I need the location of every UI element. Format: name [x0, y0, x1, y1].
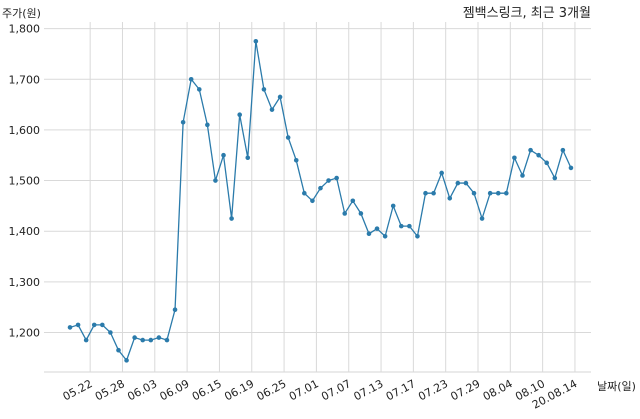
data-point — [293, 157, 299, 163]
x-tick-label: 06.19 — [222, 377, 256, 403]
data-point — [229, 216, 234, 221]
data-point — [213, 178, 218, 183]
data-point — [479, 216, 485, 221]
data-point — [366, 231, 372, 237]
data-point — [423, 190, 428, 196]
y-tick-label: 1,700 — [9, 73, 41, 86]
y-tick-label: 1,200 — [9, 327, 41, 340]
data-point — [350, 198, 356, 204]
x-tick-label: 07.13 — [352, 377, 386, 403]
data-point — [269, 107, 275, 112]
data-point — [245, 155, 251, 161]
data-point — [116, 347, 121, 353]
x-tick-label: 08.04 — [481, 377, 515, 403]
data-point — [487, 190, 493, 196]
x-tick-label: 07.17 — [384, 377, 418, 403]
data-point — [552, 175, 558, 181]
data-point — [205, 122, 210, 128]
data-point — [277, 94, 283, 100]
data-point — [132, 335, 137, 340]
chart-title: 젬백스링크, 최근 3개월 — [463, 6, 591, 21]
x-tick-label: 07.23 — [416, 377, 450, 403]
data-point — [536, 152, 541, 158]
data-point — [75, 322, 81, 328]
data-point — [140, 337, 146, 343]
data-point — [180, 120, 186, 125]
data-point — [560, 147, 566, 153]
data-point — [334, 175, 339, 181]
data-point — [431, 190, 436, 196]
y-tick-label: 1,600 — [9, 124, 41, 137]
data-point — [100, 322, 105, 328]
data-point — [463, 180, 469, 186]
y-tick-label: 1,300 — [9, 276, 41, 289]
data-point — [318, 185, 323, 191]
data-point — [302, 190, 307, 196]
data-point — [221, 152, 226, 158]
data-point — [415, 233, 420, 239]
data-point — [172, 307, 178, 313]
grid-lines — [44, 22, 591, 373]
y-axis-label: 주가(원) — [2, 7, 41, 20]
x-tick-label: 06.03 — [125, 377, 159, 403]
data-point — [520, 173, 525, 178]
x-tick-label: 07.01 — [287, 377, 321, 403]
x-tick-label: 06.15 — [190, 377, 224, 403]
data-point — [83, 337, 89, 343]
x-tick-label: 06.25 — [255, 377, 289, 403]
data-point — [326, 178, 331, 183]
data-point — [495, 190, 501, 196]
data-point — [358, 211, 364, 216]
data-point — [398, 223, 404, 229]
data-point — [342, 211, 348, 216]
x-axis-label: 날짜(일) — [597, 379, 636, 393]
data-point — [447, 195, 453, 201]
data-point — [253, 38, 259, 44]
data-point — [164, 337, 170, 343]
data-point — [504, 190, 509, 196]
x-tick-labels: 05.2205.2806.0306.0906.1506.1906.2507.01… — [61, 377, 580, 411]
y-tick-label: 1,800 — [9, 23, 41, 36]
price-points — [67, 38, 574, 363]
data-point — [285, 135, 291, 140]
data-point — [439, 170, 444, 176]
data-point — [512, 155, 517, 161]
x-tick-label: 07.07 — [319, 377, 353, 403]
data-point — [390, 203, 396, 209]
x-tick-label: 07.29 — [448, 377, 482, 403]
data-point — [91, 322, 97, 328]
data-point — [261, 87, 267, 92]
data-point — [471, 190, 477, 196]
data-point — [188, 76, 194, 82]
y-tick-label: 1,400 — [9, 225, 41, 238]
data-point — [156, 335, 162, 340]
x-tick-label: 06.09 — [158, 377, 192, 403]
data-point — [407, 223, 412, 229]
data-point — [382, 233, 388, 239]
data-point — [568, 165, 574, 171]
x-tick-label: 05.22 — [61, 377, 95, 403]
y-tick-labels: 1,200 1,300 1,400 1,500 1,600 1,700 1,800 — [9, 23, 41, 340]
data-point — [124, 358, 129, 363]
x-tick-label: 05.28 — [93, 377, 127, 403]
data-point — [528, 147, 533, 153]
data-point — [455, 180, 461, 186]
data-point — [310, 198, 315, 204]
data-point — [148, 337, 154, 343]
price-line — [69, 41, 572, 362]
data-point — [67, 325, 73, 330]
y-tick-label: 1,500 — [9, 175, 41, 188]
data-point — [196, 87, 202, 92]
data-point — [544, 160, 550, 166]
data-point — [237, 112, 242, 118]
data-point — [374, 226, 380, 231]
data-point — [108, 330, 113, 335]
